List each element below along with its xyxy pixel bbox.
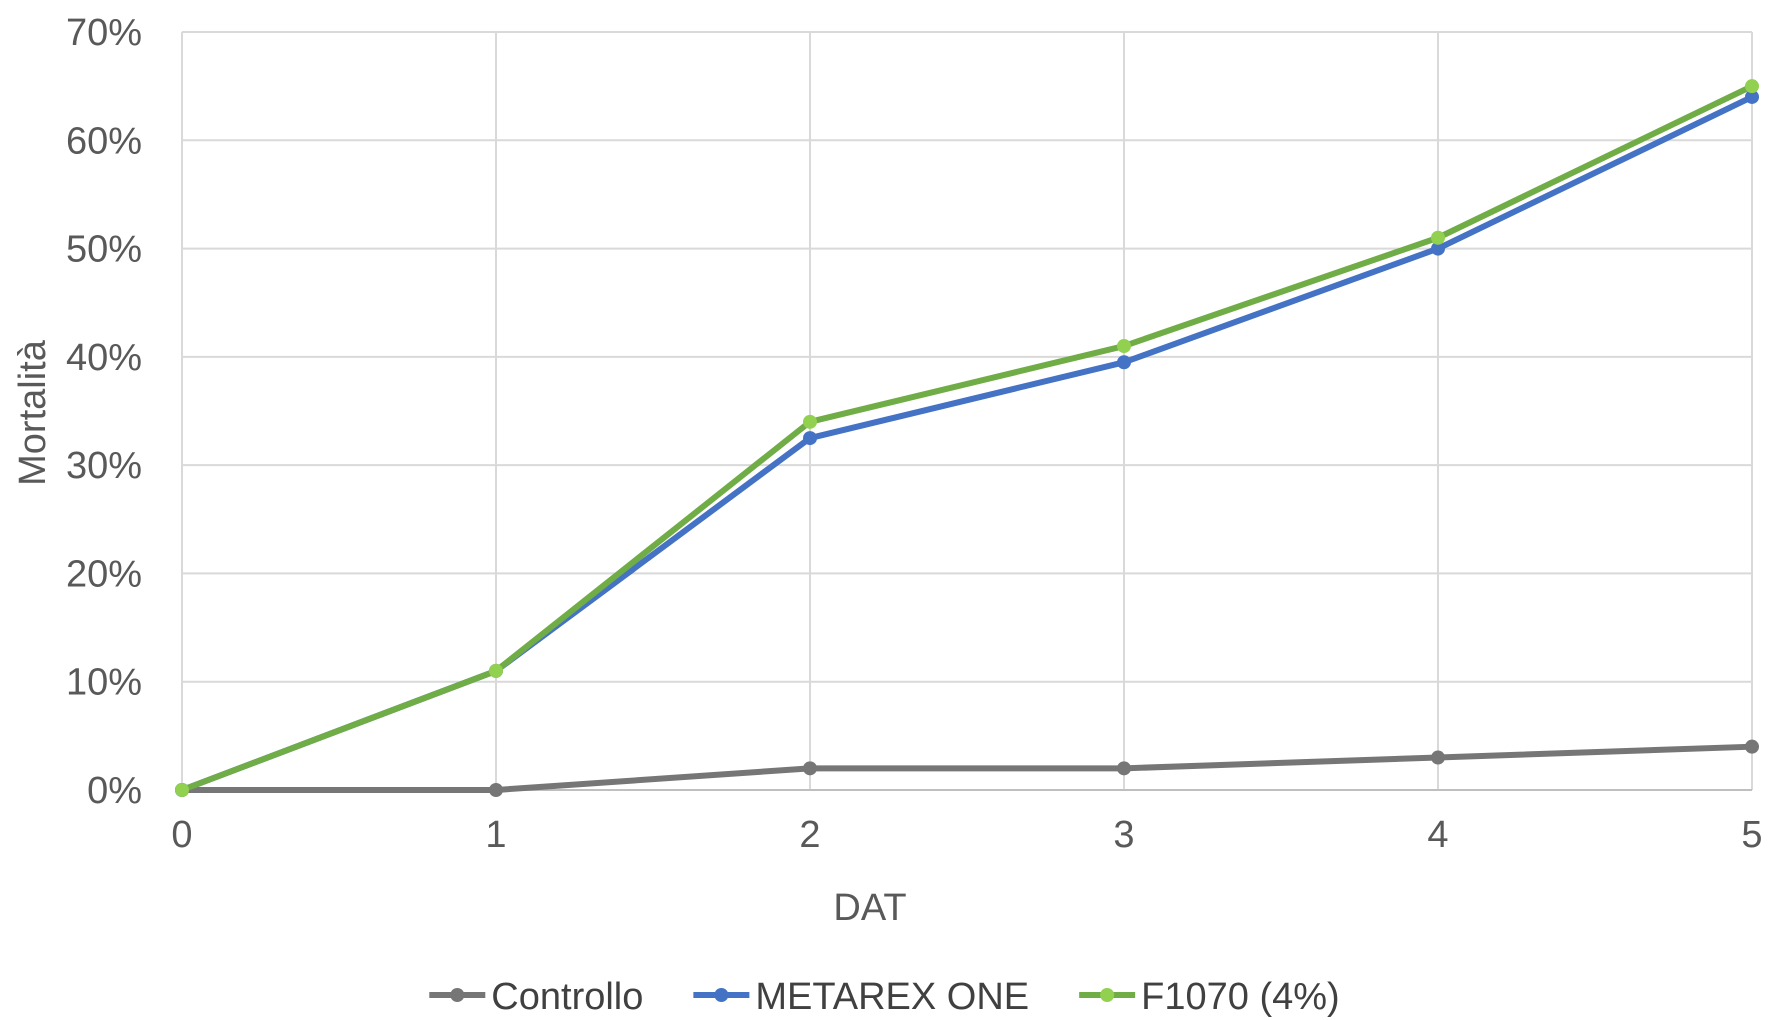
legend-item: F1070 (4%) — [1079, 976, 1340, 1018]
x-tick-label: 0 — [171, 814, 192, 856]
y-tick-label: 0% — [87, 770, 142, 812]
data-point — [1117, 761, 1131, 776]
legend-label: METAREX ONE — [755, 976, 1029, 1018]
x-tick-label: 4 — [1427, 814, 1448, 856]
data-point — [1117, 339, 1131, 354]
data-point — [1745, 89, 1759, 104]
y-tick-label: 40% — [66, 337, 142, 379]
legend-swatch-marker — [714, 988, 729, 1002]
x-tick-label: 1 — [485, 814, 506, 856]
data-point — [803, 431, 817, 446]
data-point — [803, 761, 817, 776]
data-point — [489, 783, 503, 797]
x-tick-labels: 0 1 2 3 4 5 — [171, 814, 1762, 856]
series-line — [179, 743, 1755, 793]
y-tick-label: 70% — [66, 12, 142, 54]
series-line — [179, 83, 1755, 793]
y-tick-label: 60% — [66, 120, 142, 162]
legend: Controllo METAREX ONE F1070 (4%) — [429, 976, 1340, 1018]
data-point — [1745, 79, 1759, 94]
data-point — [1745, 739, 1759, 754]
x-tick-label: 3 — [1113, 814, 1134, 856]
data-point — [1431, 750, 1445, 765]
x-tick-label: 5 — [1741, 814, 1762, 856]
data-point — [1431, 230, 1445, 245]
y-tick-labels: 0% 10% 20% 30% 40% 50% 60% 70% — [66, 12, 142, 812]
y-tick-label: 20% — [66, 553, 142, 595]
legend-swatch-marker — [1100, 988, 1115, 1002]
data-point — [1117, 355, 1131, 370]
y-tick-label: 30% — [66, 445, 142, 487]
series-2 — [175, 79, 1759, 797]
x-tick-label: 2 — [799, 814, 820, 856]
data-point — [489, 663, 503, 678]
legend-item: Controllo — [429, 976, 643, 1018]
x-axis-title: DAT — [833, 887, 906, 929]
legend-label: Controllo — [491, 976, 643, 1018]
data-point — [803, 414, 817, 429]
legend-label: F1070 (4%) — [1141, 976, 1340, 1018]
y-tick-label: 50% — [66, 229, 142, 271]
gridlines — [181, 31, 1753, 790]
legend-item: METAREX ONE — [693, 976, 1029, 1018]
legend-swatch-marker — [450, 988, 465, 1002]
series-group — [175, 79, 1759, 797]
series-0 — [175, 739, 1759, 797]
y-tick-label: 10% — [66, 662, 142, 704]
y-axis-title: Mortalità — [12, 339, 54, 486]
data-point — [1431, 241, 1445, 256]
data-point — [175, 783, 189, 797]
